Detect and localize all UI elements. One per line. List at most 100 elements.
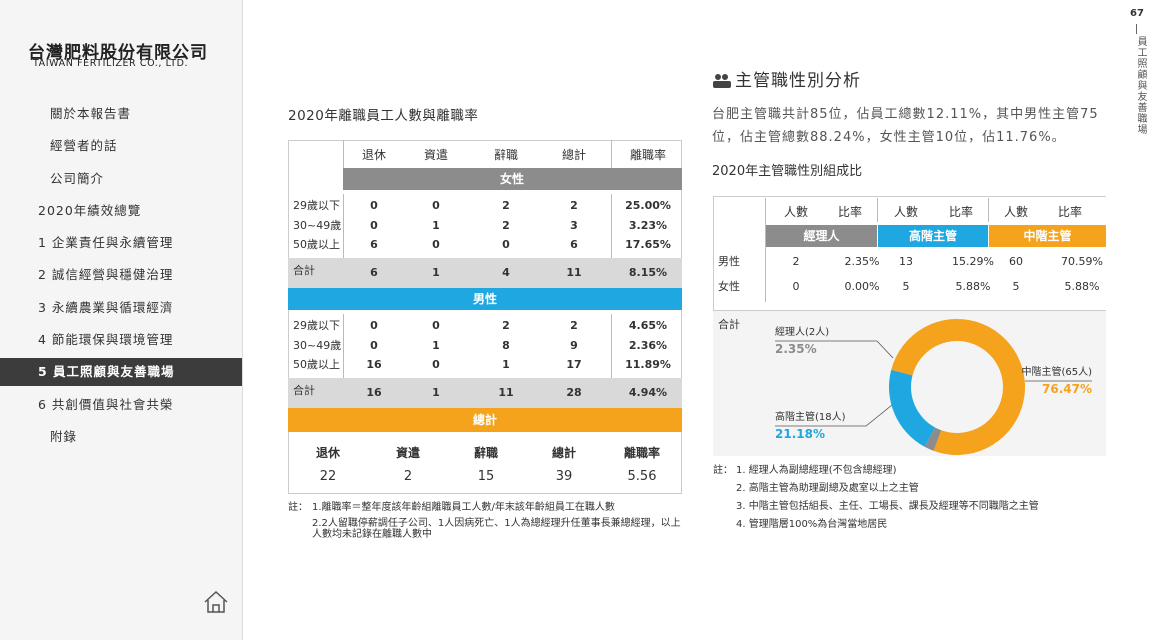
total-cell: 4.94% [628,386,668,399]
cell: 25.00% [625,199,671,212]
notes-prefix: 註： [288,502,308,513]
overall-value: 22 [319,469,337,484]
slice-label: 中階主管(65人) [1021,367,1092,378]
nav-active-bar [0,358,242,386]
row-label: 50歲以上 [293,358,340,371]
section-heading: 主管職性別分析 [735,71,861,91]
column-header: 離職率 [629,148,666,162]
cell: 15.29% [952,255,994,268]
cell: 17.65% [625,238,671,251]
cell: 2 [570,319,578,332]
cell: 2.35% [844,255,880,268]
donut-slice [889,369,936,447]
row-label: 50歲以上 [293,238,340,251]
group-name: 高階主管 [908,229,957,243]
divider [1136,24,1137,34]
column-header: 比率 [1057,205,1082,219]
row-label: 女性 [718,280,740,293]
cell: 0 [502,238,510,251]
section-band [288,288,682,310]
slice-value: 21.18% [775,427,825,441]
column-header: 退休 [361,148,386,162]
cell: 2 [502,219,510,232]
overall-header: 總計 [551,446,576,460]
cell: 5.88% [1064,280,1100,293]
cell: 0 [432,319,440,332]
cell: 1 [432,339,440,352]
note: 3. 中階主管包括組長、主任、工場長、課長及經理等不同職階之主管 [736,501,1039,512]
cell: 70.59% [1061,255,1103,268]
nav-item[interactable]: 1 企業責任與永續管理 [38,235,174,250]
total-cell: 6 [370,266,378,279]
page-number: 67 [1130,8,1144,19]
nav-item[interactable]: 2 誠信經營與穩健治理 [38,267,174,282]
overall-header: 離職率 [623,446,660,460]
donut-slice [891,319,1025,455]
overall-value: 2 [403,469,413,484]
row-divider [713,310,1106,311]
row-label: 30~49歲 [293,219,342,232]
col-divider [988,198,989,222]
col-divider [343,194,344,258]
table-title: 2020年離職員工人數與離職率 [288,108,479,124]
overall-name: 總計 [472,413,497,427]
nav-item[interactable]: 5 員工照顧與友善職場 [38,364,175,379]
nav-item[interactable]: 2020年績效總覽 [38,203,142,218]
cell: 2 [502,319,510,332]
nav-item[interactable]: 附錄 [50,429,78,444]
total-cell: 1 [432,386,440,399]
column-header: 人數 [893,205,918,219]
cell: 2 [502,199,510,212]
overall-value: 15 [477,469,495,484]
section-band [343,168,682,190]
total-band [288,378,682,408]
overall-value: 5.56 [627,469,657,484]
cell: 0.00% [844,280,880,293]
cell: 0 [792,280,800,293]
cell: 13 [899,255,913,268]
cell: 5 [902,280,910,293]
cell: 0 [370,339,378,352]
column-header: 人數 [783,205,808,219]
row-label: 29歲以下 [293,199,340,212]
col-divider [611,140,612,170]
cell: 2.36% [628,339,668,352]
section-icon [713,74,731,88]
col-divider [611,314,612,378]
nav-item[interactable]: 3 永續農業與循環經濟 [38,300,174,315]
cell: 16 [366,358,382,371]
cell: 6 [570,238,578,251]
cell: 3 [570,219,578,232]
group-band [989,225,1106,247]
section-name: 男性 [472,292,497,306]
row-label: 29歲以下 [293,319,340,332]
home-icon[interactable] [203,590,229,614]
row-label: 30~49歲 [293,339,342,352]
section-name: 女性 [499,172,524,186]
note: 2. 高階主管為助理副總及處室以上之主管 [736,483,919,494]
chart-title: 合計 [718,318,740,331]
side-title: 員工照顧與友善職場 [1135,36,1146,135]
group-band [878,225,988,247]
column-header: 人數 [1003,205,1028,219]
cell: 0 [370,199,378,212]
cell: 1 [502,358,510,371]
nav-item[interactable]: 公司簡介 [50,171,105,186]
cell: 0 [432,238,440,251]
cell: 0 [370,319,378,332]
cell: 60 [1009,255,1023,268]
notes-prefix: 註： [713,465,733,476]
logo-english: TAIWAN FERTILIZER CO., LTD. [33,58,189,69]
nav-item[interactable]: 6 共創價值與社會共榮 [38,397,174,412]
col-divider [765,198,766,302]
nav-item[interactable]: 關於本報告書 [50,106,132,121]
total-cell: 16 [366,386,382,399]
table-frame [288,140,682,494]
nav-item[interactable]: 4 節能環保與環境管理 [38,332,174,347]
cell: 5 [1012,280,1020,293]
cell: 4.65% [628,319,668,332]
nav-item[interactable]: 經營者的話 [50,138,118,153]
col-divider [343,314,344,378]
overall-header: 辭職 [473,446,498,460]
